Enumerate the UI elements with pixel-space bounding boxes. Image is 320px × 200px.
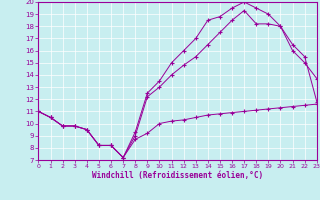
X-axis label: Windchill (Refroidissement éolien,°C): Windchill (Refroidissement éolien,°C): [92, 171, 263, 180]
